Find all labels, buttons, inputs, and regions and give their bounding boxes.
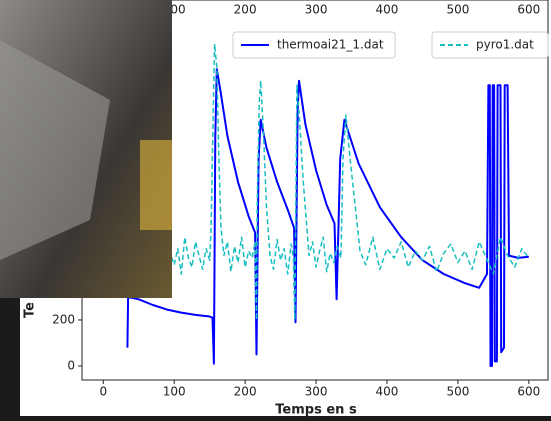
photo-object: [140, 140, 172, 230]
x-axis-label: Temps en s: [275, 403, 357, 418]
data-line: [102, 43, 530, 321]
legend-label: pyro1.dat: [476, 38, 534, 52]
x-tick-label: 300: [305, 385, 328, 399]
x-tick-label: 500: [446, 385, 469, 399]
y-axis-label: Te: [23, 302, 38, 318]
top-tick-label: 200: [234, 3, 257, 17]
x-tick-label: 200: [234, 385, 257, 399]
top-tick-label: 600: [517, 3, 540, 17]
top-tick-label: 500: [446, 3, 469, 17]
x-tick-label: 100: [163, 385, 186, 399]
x-tick-label: 600: [517, 385, 540, 399]
top-tick-label: 400: [376, 3, 399, 17]
y-tick-label: 0: [67, 358, 75, 372]
legend-box: [431, 31, 549, 59]
legend-box: [232, 31, 396, 59]
photo-metal: [0, 40, 110, 260]
legend-label: thermoai21_1.dat: [277, 38, 384, 52]
x-tick-label: 0: [99, 385, 107, 399]
y-tick-label: 200: [52, 312, 75, 326]
data-line: [126, 68, 529, 367]
top-tick-label: 300: [305, 3, 328, 17]
x-tick-label: 400: [376, 385, 399, 399]
